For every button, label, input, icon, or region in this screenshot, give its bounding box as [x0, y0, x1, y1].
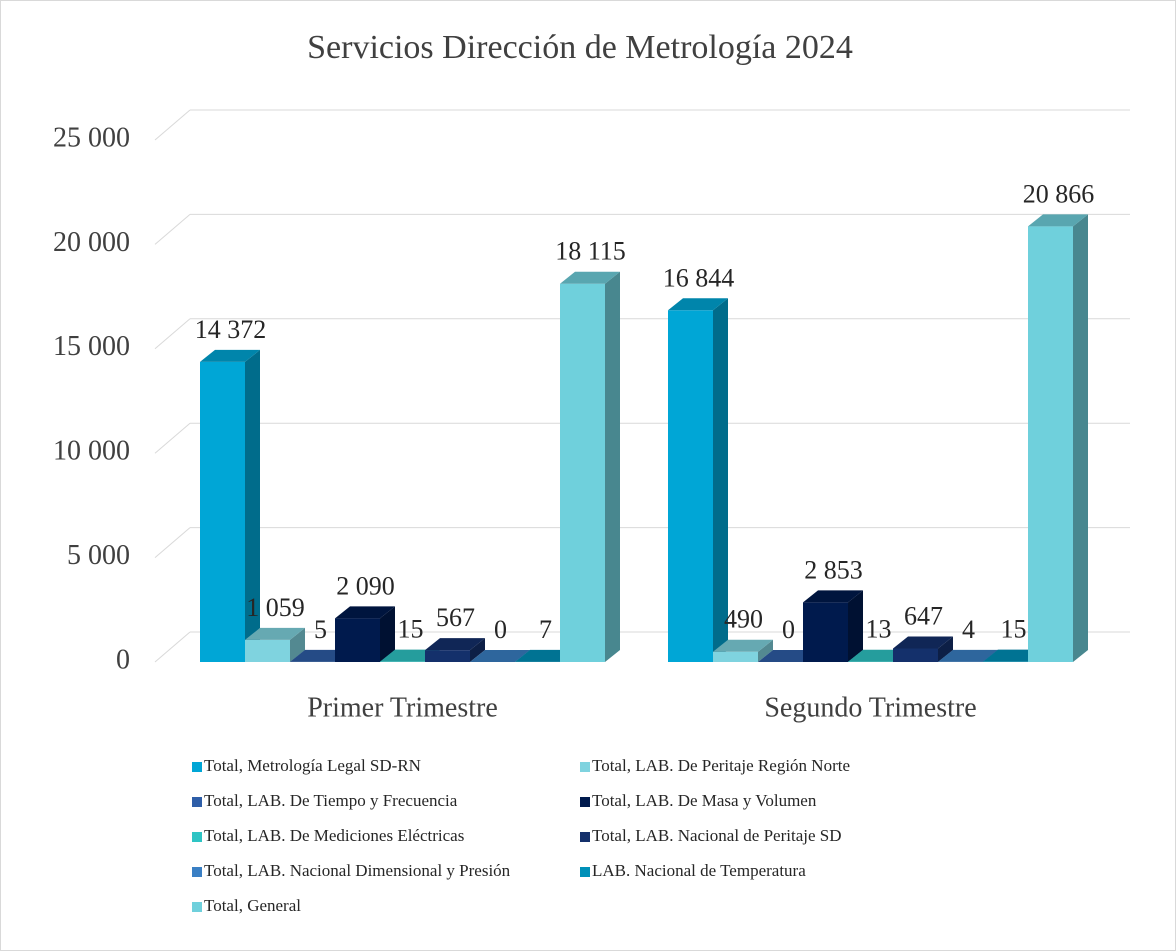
legend-label: LAB. Nacional de Temperatura — [592, 861, 806, 880]
data-label: 490 — [724, 605, 763, 634]
bar-side — [290, 627, 305, 662]
grid-line — [154, 422, 191, 454]
x-tick-label: Segundo Trimestre — [764, 692, 976, 723]
bar-top — [893, 636, 953, 649]
bar-side — [758, 639, 773, 662]
grid-line — [154, 109, 191, 141]
data-label: 18 115 — [555, 237, 626, 266]
legend-swatch — [192, 797, 202, 807]
y-tick-label: 15 000 — [53, 331, 130, 362]
bar-top — [713, 639, 773, 652]
bar-side — [245, 349, 260, 662]
data-label: 567 — [436, 603, 475, 632]
bar — [560, 283, 605, 662]
bar — [1028, 226, 1073, 662]
legend-swatch — [580, 867, 590, 877]
data-label: 0 — [494, 615, 507, 644]
data-label: 5 — [314, 615, 327, 644]
data-label: 0 — [782, 615, 795, 644]
data-label: 16 844 — [663, 263, 735, 292]
data-label: 7 — [539, 615, 552, 644]
bar — [803, 602, 848, 662]
bar-side — [380, 606, 395, 662]
legend-label: Total, LAB. Nacional de Peritaje SD — [592, 826, 842, 845]
y-tick-label: 0 — [116, 644, 130, 675]
grid-line — [154, 318, 191, 350]
bar — [200, 361, 245, 662]
bar-side — [605, 271, 620, 662]
data-label: 2 853 — [804, 555, 863, 584]
bar — [713, 651, 758, 662]
data-label: 647 — [904, 601, 943, 630]
bar-top — [1028, 214, 1088, 227]
data-label: 13 — [866, 615, 892, 644]
bar — [425, 650, 470, 662]
legend-label: Total, LAB. De Peritaje Región Norte — [592, 756, 850, 775]
bar-side — [1073, 214, 1088, 662]
bar-top — [470, 650, 530, 662]
data-label: 2 090 — [336, 571, 395, 600]
y-tick-label: 5 000 — [67, 540, 130, 571]
data-label: 1 059 — [246, 593, 305, 622]
legend-swatch — [192, 762, 202, 772]
legend-label: Total, LAB. De Mediciones Eléctricas — [204, 826, 464, 845]
bar-side — [470, 638, 485, 662]
y-tick-label: 25 000 — [53, 122, 130, 153]
data-label: 15 — [1001, 615, 1027, 644]
bar-top — [200, 349, 260, 362]
legend-swatch — [580, 797, 590, 807]
bar — [335, 618, 380, 662]
bar-side — [713, 298, 728, 662]
bar-top — [803, 590, 863, 603]
bar-top — [245, 627, 305, 640]
data-label: 4 — [962, 615, 975, 644]
data-label: 14 372 — [195, 315, 267, 344]
legend-label: Total, General — [204, 896, 301, 915]
bar-top — [560, 271, 620, 284]
bar-top — [335, 606, 395, 619]
y-tick-label: 20 000 — [53, 227, 130, 258]
legend-swatch — [580, 832, 590, 842]
bar-side — [848, 590, 863, 662]
grid-line — [154, 631, 191, 663]
data-label: 15 — [398, 615, 424, 644]
legend-label: Total, LAB. Nacional Dimensional y Presi… — [204, 861, 511, 880]
data-label: 20 866 — [1023, 179, 1095, 208]
y-tick-label: 10 000 — [53, 436, 130, 467]
legend-swatch — [192, 832, 202, 842]
bar — [245, 639, 290, 662]
bar-side — [938, 636, 953, 662]
legend-swatch — [192, 867, 202, 877]
legend-label: Total, LAB. De Masa y Volumen — [592, 791, 817, 810]
legend-swatch — [580, 762, 590, 772]
legend-label: Total, Metrología Legal SD-RN — [204, 756, 421, 775]
bar — [668, 310, 713, 662]
bar-top — [938, 649, 998, 662]
chart-title: Servicios Dirección de Metrología 2024 — [307, 29, 853, 66]
legend-label: Total, LAB. De Tiempo y Frecuencia — [204, 791, 458, 810]
legend-swatch — [192, 902, 202, 912]
bar — [893, 648, 938, 662]
grid-line — [154, 527, 191, 558]
bar-top — [425, 638, 485, 651]
bar-top — [668, 298, 728, 311]
x-tick-label: Primer Trimestre — [307, 692, 498, 723]
grid-line — [154, 214, 191, 245]
